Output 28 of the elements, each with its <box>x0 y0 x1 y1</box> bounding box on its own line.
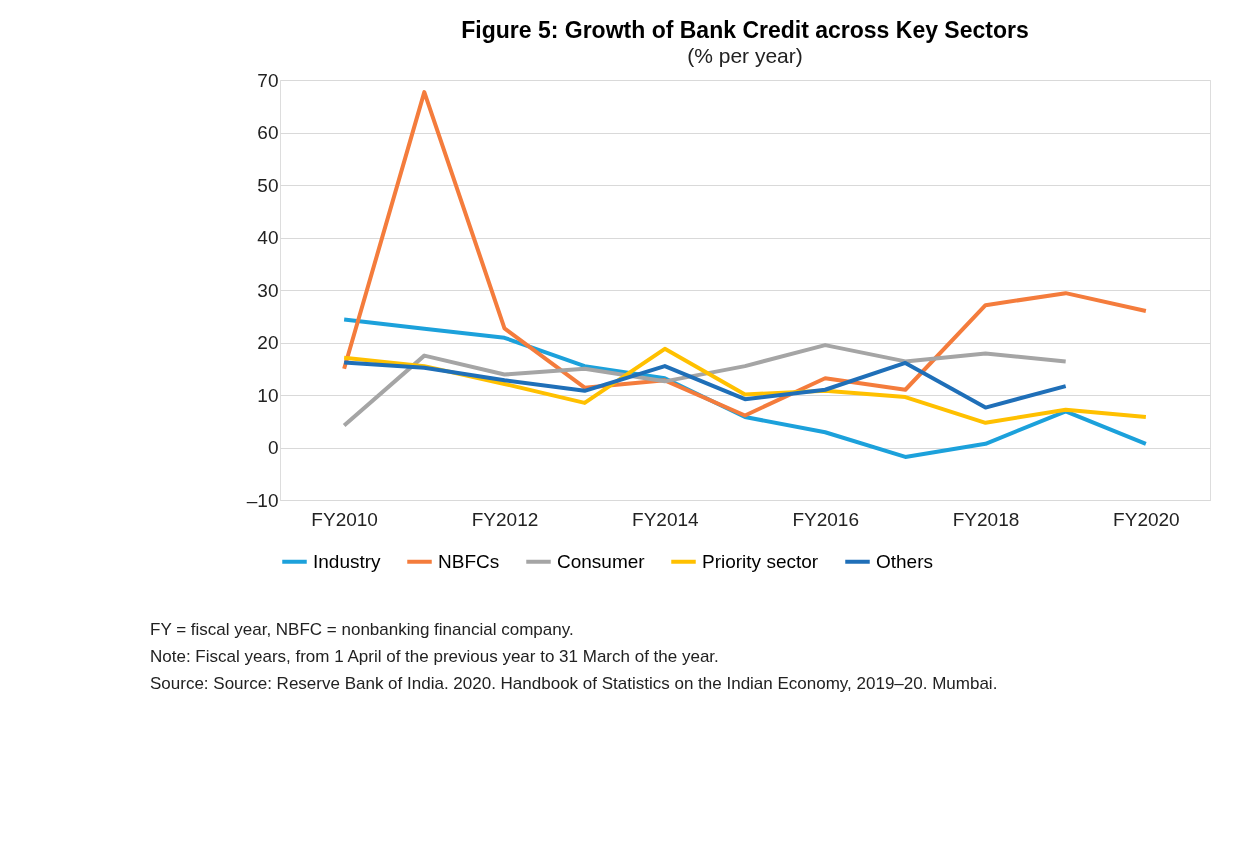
y-tick-label: 20 <box>257 332 279 353</box>
y-tick-label: 50 <box>257 174 279 196</box>
y-tick-label: 60 <box>257 122 279 143</box>
source-note: Source: Source: Reserve Bank of India. 2020. Handbook of Statistics on the Indian Economy, 2019–20. Mumbai. <box>150 674 998 693</box>
legend-label: Industry <box>313 550 382 572</box>
line-series <box>342 343 1068 428</box>
x-tick-label: FY2012 <box>471 508 539 530</box>
x-tick-label: FY2010 <box>311 508 378 530</box>
y-tick-label: 30 <box>257 279 279 301</box>
y-tick-label: –10 <box>246 489 279 511</box>
line-series <box>342 90 1148 418</box>
chart-title: Figure 5: Growth of Bank Credit across Key Sectors <box>461 17 1029 43</box>
legend-label: NBFCs <box>438 550 500 572</box>
x-tick-label: FY2020 <box>1113 508 1180 530</box>
text: Note: Fiscal years, from 1 April of the previous year to 31 March of the year. <box>150 647 719 666</box>
text: FY = fiscal year, NBFC = nonbanking financial company. <box>150 620 574 639</box>
y-tick-label: 40 <box>257 227 279 248</box>
y-tick-label: 10 <box>257 384 279 406</box>
x-tick-label: FY2014 <box>632 508 700 530</box>
legend-label: Priority sector <box>702 550 819 572</box>
line-series <box>342 360 1068 410</box>
chart-subtitle: (% per year) <box>687 44 803 67</box>
y-tick-label: 70 <box>257 69 279 91</box>
y-tick-label: 0 <box>267 437 279 458</box>
legend-label: Consumer <box>557 550 646 572</box>
legend-label: Others <box>876 550 934 572</box>
x-tick-label: FY2018 <box>952 508 1020 530</box>
x-tick-label: FY2016 <box>792 508 859 530</box>
